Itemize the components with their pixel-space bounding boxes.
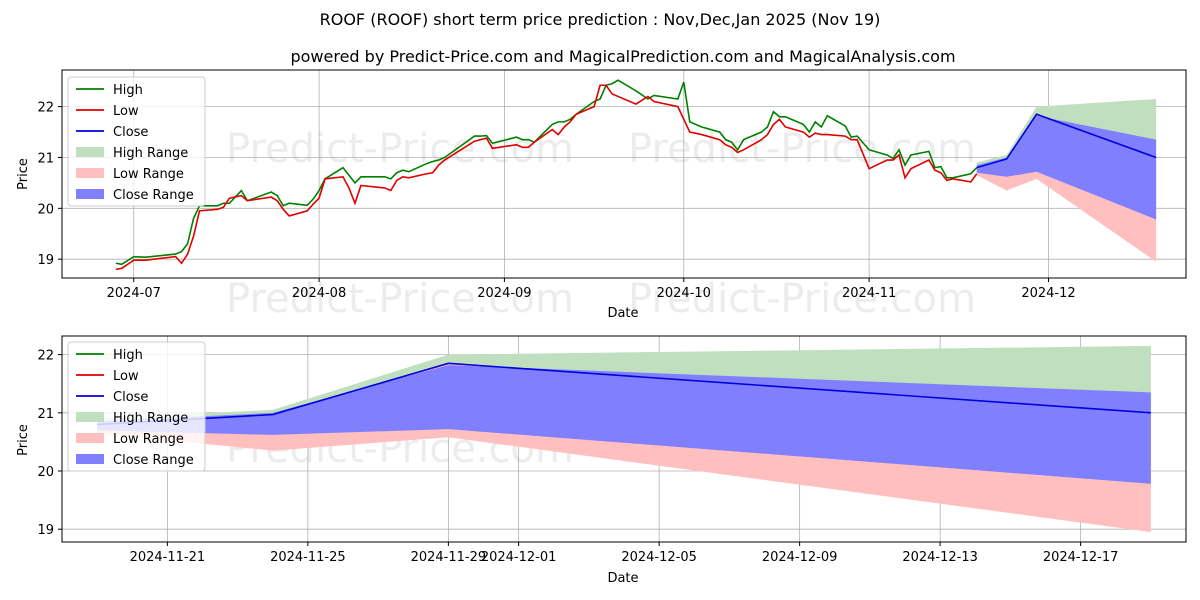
legend-swatch-high-range bbox=[76, 147, 104, 157]
legend-label-high: High bbox=[113, 83, 143, 98]
watermark: Predict-Price.com bbox=[226, 126, 574, 172]
bottom-y-axis-label: Price bbox=[16, 424, 31, 456]
top-plot-frame bbox=[61, 69, 1187, 279]
watermark: Predict-Price.com bbox=[226, 276, 574, 322]
y-tick-label: 19 bbox=[37, 253, 54, 268]
bottom-x-axis-label: Date bbox=[607, 571, 638, 586]
x-tick-label: 2024-10 bbox=[657, 286, 711, 301]
legend-swatch-close-range bbox=[76, 454, 104, 464]
x-tick-label: 2024-08 bbox=[292, 286, 346, 301]
bottom-chart-panel: Predict-Price.com Predict-Price.com 2024… bbox=[16, 335, 1187, 586]
chart-title: ROOF (ROOF) short term price prediction … bbox=[320, 10, 881, 29]
y-tick-label: 19 bbox=[37, 523, 54, 538]
legend-label-low: Low bbox=[113, 369, 139, 384]
legend-label-high: High bbox=[113, 348, 143, 363]
legend-label-close-range: Close Range bbox=[113, 453, 194, 468]
x-tick-label: 2024-11-29 bbox=[411, 550, 487, 565]
legend-label-close-range: Close Range bbox=[113, 188, 194, 203]
x-tick-label: 2024-09 bbox=[477, 286, 531, 301]
x-tick-label: 2024-12-09 bbox=[762, 550, 838, 565]
x-tick-label: 2024-11-21 bbox=[130, 550, 206, 565]
top-chart-panel: Predict-Price.com Predict-Price.com Pred… bbox=[16, 69, 1187, 322]
legend-label-low-range: Low Range bbox=[113, 167, 184, 182]
x-tick-label: 2024-12-17 bbox=[1043, 550, 1119, 565]
chart-subtitle: powered by Predict-Price.com and Magical… bbox=[290, 47, 955, 66]
x-tick-label: 2024-12-01 bbox=[481, 550, 557, 565]
y-tick-label: 20 bbox=[37, 465, 54, 480]
x-tick-label: 2024-12 bbox=[1021, 286, 1075, 301]
top-y-axis-label: Price bbox=[16, 158, 31, 190]
x-tick-label: 2024-11-25 bbox=[270, 550, 346, 565]
x-tick-label: 2024-07 bbox=[107, 286, 161, 301]
legend-label-close: Close bbox=[113, 390, 148, 405]
close-forecast-line bbox=[976, 113, 1157, 169]
watermark: Predict-Price.com bbox=[628, 276, 976, 322]
legend-label-high-range: High Range bbox=[113, 411, 188, 426]
x-tick-label: 2024-12-13 bbox=[902, 550, 978, 565]
high-range-band bbox=[976, 98, 1157, 168]
bottom-plot-frame bbox=[61, 335, 1187, 543]
legend-label-low-range: Low Range bbox=[113, 432, 184, 447]
y-tick-label: 22 bbox=[37, 101, 54, 116]
y-tick-label: 21 bbox=[37, 407, 54, 422]
legend-swatch-low-range bbox=[76, 168, 104, 178]
legend-swatch-high-range bbox=[76, 412, 104, 422]
legend-label-high-range: High Range bbox=[113, 146, 188, 161]
y-tick-label: 20 bbox=[37, 202, 54, 217]
legend-label-low: Low bbox=[113, 104, 139, 119]
y-tick-label: 22 bbox=[37, 349, 54, 364]
y-tick-label: 21 bbox=[37, 151, 54, 166]
top-x-axis-label: Date bbox=[607, 306, 638, 321]
high-price-line bbox=[115, 79, 978, 266]
high-range-band bbox=[97, 345, 1151, 425]
legend-swatch-close-range bbox=[76, 189, 104, 199]
legend-swatch-low-range bbox=[76, 433, 104, 443]
top-legend: High Low Close High Range Low Range Close Ran… bbox=[67, 76, 206, 207]
x-tick-label: 2024-11 bbox=[842, 286, 896, 301]
legend-label-close: Close bbox=[113, 125, 148, 140]
bottom-legend: High Low Close High Range Low Range Close Ran… bbox=[67, 341, 206, 472]
low-price-line bbox=[115, 84, 978, 271]
x-tick-label: 2024-12-05 bbox=[621, 550, 697, 565]
watermark: Predict-Price.com bbox=[628, 126, 976, 172]
